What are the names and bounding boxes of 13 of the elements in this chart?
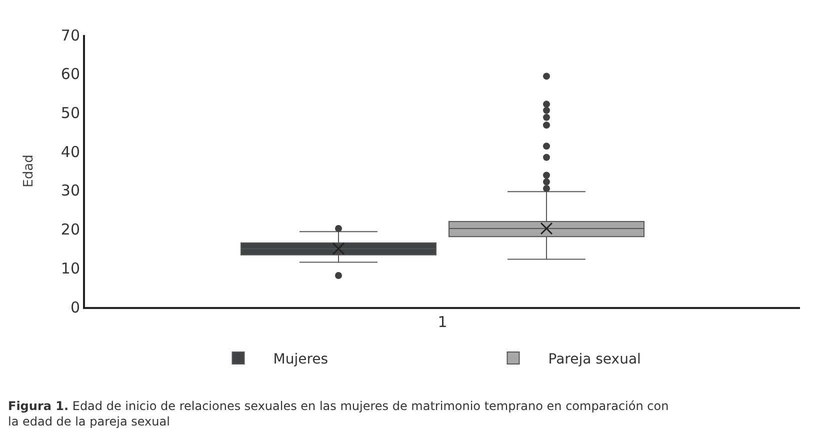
y-tick-label: 10: [60, 259, 80, 278]
legend-label: Pareja sexual: [548, 351, 641, 368]
y-axis-title: Edad: [21, 154, 36, 188]
y-tick-label: 50: [60, 104, 80, 122]
legend-label: Mujeres: [273, 351, 328, 368]
y-tick-label: 60: [60, 65, 80, 84]
y-tick-label: 20: [60, 220, 80, 239]
y-tick-label: 70: [60, 26, 80, 44]
y-tick-label: 30: [60, 182, 80, 200]
y-tick-label: 40: [60, 142, 80, 161]
y-tick-label: 0: [70, 298, 80, 316]
text: Figura 1. Edad de inicio de relaciones sexuales en las mujeres de matrimonio temprano en comparación con la edad de la pareja sexual: [8, 399, 669, 429]
x-tick-label: 1: [438, 313, 448, 331]
